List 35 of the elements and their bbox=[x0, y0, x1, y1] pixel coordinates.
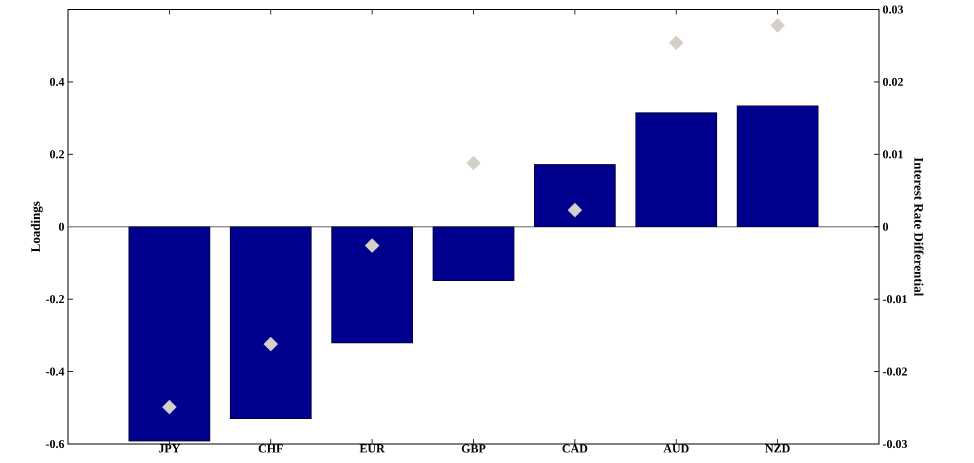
bar bbox=[736, 106, 818, 228]
x-tick-label: NZD bbox=[765, 444, 790, 452]
x-tick-label: JPY bbox=[158, 444, 180, 452]
point bbox=[364, 238, 380, 253]
point bbox=[162, 400, 177, 414]
point bbox=[466, 156, 481, 170]
y-tick-label: -0.2 bbox=[46, 295, 64, 304]
x-tick-label: EUR bbox=[360, 444, 385, 452]
y2-axis-title: Interest Rate Differential bbox=[914, 158, 924, 296]
bar bbox=[432, 226, 514, 282]
point bbox=[668, 36, 684, 50]
point bbox=[263, 336, 278, 352]
point bbox=[770, 18, 785, 33]
y-tick-label: -0.6 bbox=[46, 440, 64, 448]
x-tick-label: CHF bbox=[258, 444, 283, 453]
y-tick-label: 0.2 bbox=[50, 150, 64, 158]
x-tick-label: AUD bbox=[663, 444, 689, 453]
y2-tick-label: -0.02 bbox=[882, 368, 907, 376]
y-axis-title: Loadings bbox=[30, 202, 43, 252]
x-tick-label: GBP bbox=[462, 444, 486, 453]
y2-tick-label: 0 bbox=[882, 222, 888, 231]
bar bbox=[534, 164, 616, 228]
x-tick-label: CAD bbox=[562, 444, 588, 453]
bar bbox=[635, 112, 718, 228]
y-tick-label: 0.4 bbox=[50, 78, 64, 86]
y-tick-label: 0 bbox=[58, 222, 64, 231]
bar bbox=[331, 226, 413, 344]
y2-tick-label: -0.03 bbox=[882, 440, 908, 448]
y-tick-label: -0.4 bbox=[46, 368, 64, 376]
bar bbox=[230, 226, 312, 419]
y2-tick-label: 0.02 bbox=[882, 78, 903, 86]
y2-tick-label: 0.03 bbox=[882, 5, 904, 14]
y2-tick-label: -0.01 bbox=[882, 295, 907, 304]
y2-tick-label: 0.01 bbox=[882, 150, 903, 158]
point bbox=[568, 202, 582, 218]
